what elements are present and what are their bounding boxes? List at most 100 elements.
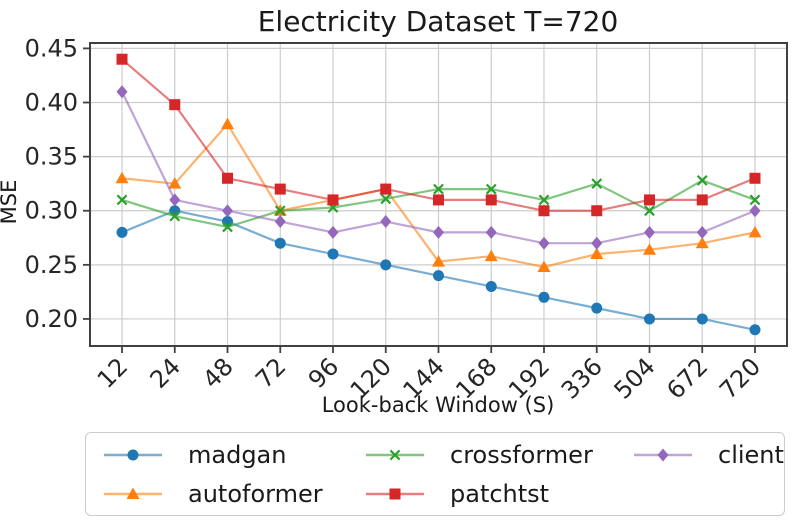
marker-client — [327, 225, 339, 239]
series-client — [116, 85, 761, 250]
marker-autoformer — [484, 249, 498, 262]
marker-madgan — [274, 237, 286, 249]
x-tick-label: 24 — [145, 352, 186, 393]
marker-madgan — [116, 226, 128, 238]
x-tick-label: 12 — [92, 352, 133, 393]
x-tick-label: 72 — [250, 352, 291, 393]
legend-item-client: client — [632, 443, 784, 467]
marker-madgan — [591, 302, 603, 314]
chart-title: Electricity Dataset T=720 — [258, 5, 619, 38]
series-crossformer — [116, 175, 761, 233]
marker-madgan — [485, 280, 497, 292]
marker-client — [538, 236, 550, 250]
legend-label-crossformer: crossformer — [450, 440, 593, 469]
marker-crossformer — [485, 183, 497, 195]
marker-crossformer — [749, 194, 761, 206]
marker-madgan — [538, 291, 550, 303]
marker-patchtst — [380, 183, 392, 195]
y-axis-label: MSE — [0, 180, 21, 225]
marker-patchtst — [116, 53, 128, 65]
marker-madgan — [643, 313, 655, 325]
marker-patchtst — [274, 183, 286, 195]
marker-madgan — [696, 313, 708, 325]
marker-crossformer — [433, 183, 444, 195]
marker-patchtst — [591, 205, 603, 217]
marker-madgan — [327, 248, 339, 260]
series-patchtst — [116, 53, 761, 217]
marker-madgan — [380, 259, 392, 271]
legend-item-autoformer: autoformer — [102, 482, 364, 506]
y-tick-label: 0.45 — [25, 34, 78, 62]
legend-marker-x-icon — [366, 449, 424, 460]
legend-marker — [657, 448, 669, 461]
marker-client — [116, 85, 128, 99]
y-tick-label: 0.20 — [25, 305, 78, 333]
marker-autoformer — [748, 225, 762, 238]
marker-client — [169, 193, 181, 207]
marker-client — [274, 215, 286, 229]
marker-crossformer — [380, 193, 392, 205]
marker-autoformer — [115, 171, 129, 184]
marker-patchtst — [538, 205, 550, 217]
legend-marker-square-icon — [366, 488, 424, 499]
marker-crossformer — [644, 205, 655, 217]
marker-client — [222, 204, 234, 218]
marker-patchtst — [485, 194, 497, 206]
marker-autoformer — [221, 117, 235, 130]
legend-item-crossformer: crossformer — [364, 443, 632, 467]
y-tick-label: 0.40 — [25, 89, 78, 117]
marker-patchtst — [327, 194, 339, 206]
x-tick-label: 96 — [303, 352, 344, 393]
marker-madgan — [749, 324, 761, 336]
legend-label-client: client — [718, 440, 784, 469]
legend-item-madgan: madgan — [102, 443, 364, 467]
marker-crossformer — [222, 221, 233, 233]
marker-client — [643, 225, 655, 239]
marker-madgan — [433, 270, 444, 282]
marker-client — [485, 225, 497, 239]
marker-client — [749, 204, 761, 218]
marker-patchtst — [696, 194, 708, 206]
x-tick-label: 48 — [197, 352, 238, 393]
marker-patchtst — [749, 172, 761, 184]
legend-marker — [389, 449, 401, 460]
legend-marker-circle-icon — [104, 449, 162, 460]
x-axis-label: Look-back Window (S) — [322, 393, 555, 417]
marker-autoformer — [642, 243, 656, 255]
marker-patchtst — [433, 194, 444, 206]
legend-marker — [127, 449, 139, 460]
y-tick-label: 0.30 — [25, 197, 78, 225]
legend-marker-triangle-icon — [104, 487, 162, 499]
marker-crossformer — [169, 210, 181, 222]
marker-crossformer — [696, 175, 708, 186]
legend-item-patchtst: patchtst — [364, 482, 632, 506]
legend: madgan autoformer crossformer patchtst clien… — [85, 432, 785, 516]
marker-crossformer — [538, 194, 550, 206]
legend-label-autoformer: autoformer — [188, 479, 323, 508]
marker-autoformer — [432, 255, 445, 267]
y-tick-label: 0.35 — [25, 143, 78, 171]
marker-patchtst — [643, 194, 655, 206]
marker-client — [380, 215, 392, 229]
x-tick-label: 504 — [609, 352, 661, 404]
legend-label-patchtst: patchtst — [450, 479, 550, 508]
legend-marker-diamond-icon — [634, 448, 692, 461]
legend-marker — [126, 487, 140, 499]
marker-autoformer — [537, 260, 551, 273]
marker-patchtst — [222, 172, 234, 184]
marker-crossformer — [591, 178, 603, 190]
legend-marker — [389, 488, 401, 499]
x-tick-label: 720 — [714, 352, 766, 404]
marker-patchtst — [169, 99, 181, 111]
series-layer — [115, 53, 762, 336]
marker-autoformer — [695, 236, 709, 249]
y-tick-label: 0.25 — [25, 251, 78, 279]
marker-crossformer — [116, 194, 128, 206]
marker-client — [433, 225, 444, 239]
marker-crossformer — [274, 205, 286, 217]
marker-autoformer — [168, 177, 182, 189]
x-tick-label: 336 — [556, 352, 608, 404]
